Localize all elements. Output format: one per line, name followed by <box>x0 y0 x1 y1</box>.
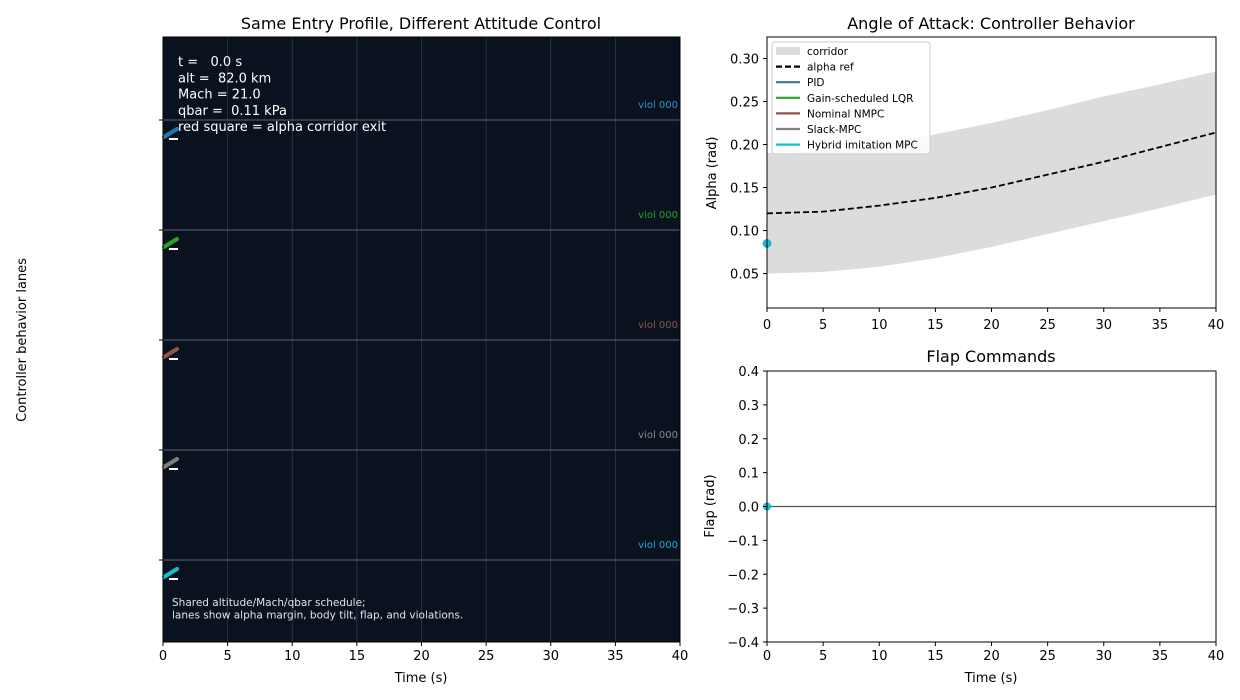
legend-box <box>771 41 931 155</box>
alpha-corridor-band <box>767 71 1216 274</box>
flap-x-tick-label: 5 <box>819 649 827 664</box>
flap-x-tick-label: 40 <box>1208 649 1225 664</box>
legend-label: corridor <box>807 46 849 58</box>
flap-x-tick-label: 15 <box>927 649 944 664</box>
flap-y-tick-label: 0.3 <box>738 399 759 414</box>
legend-label: Slack-MPC <box>807 124 861 136</box>
flap-y-tick-label: 0.1 <box>738 467 759 482</box>
flap-x-tick-label: 0 <box>763 649 771 664</box>
flap-y-tick-label: −0.3 <box>727 602 759 617</box>
flap-x-tick-label: 10 <box>871 649 888 664</box>
alpha-x-tick-label: 20 <box>983 318 1000 333</box>
flap-x-tick-label: 35 <box>1152 649 1169 664</box>
telemetry-line: qbar = 0.11 kPa <box>178 104 287 119</box>
alpha-y-tick-label: 0.25 <box>730 96 759 111</box>
lanes-x-tick-label: 25 <box>478 649 495 664</box>
alpha-y-tick-label: 0.30 <box>730 53 759 68</box>
alpha-x-tick-label: 15 <box>927 318 944 333</box>
lane-glyphs <box>162 127 179 580</box>
alpha-series-line <box>766 131 1217 215</box>
flap-y-tick-label: −0.2 <box>727 568 759 583</box>
alpha-y-label: Alpha (rad) <box>705 137 720 210</box>
lanes-x-tick-label: 30 <box>542 649 559 664</box>
lanes-x-tick-label: 15 <box>349 649 366 664</box>
lane-violation-label: viol 000 <box>638 210 678 221</box>
telemetry-line: alt = 82.0 km <box>178 71 271 86</box>
alpha-x-tick-label: 40 <box>1208 318 1225 333</box>
flap-chart: Flap Commands 0 5 10 15 20 25 30 35 40 −0.4 −0.3 −0… <box>703 347 1224 686</box>
flap-title: Flap Commands <box>926 347 1055 366</box>
flap-x-tick-label: 30 <box>1095 649 1112 664</box>
telemetry-line: red square = alpha corridor exit <box>178 120 386 135</box>
flap-axes: 0 5 10 15 20 25 30 35 40 −0.4 −0.3 −0.2 −0.1 0.0 0.1 0.… <box>727 365 1224 664</box>
lane-attitude-glyph <box>162 457 179 469</box>
flap-plot-area <box>763 502 1216 511</box>
legend-label: PID <box>807 77 825 89</box>
lanes-x-tick-label: 0 <box>159 649 167 664</box>
flap-x-tick-label: 25 <box>1039 649 1056 664</box>
lane-violation-label: viol 000 <box>638 540 678 551</box>
alpha-axes: 0 5 10 15 20 25 30 35 40 0.05 0.10 0.15 0.20 0.25 0.30 <box>730 53 1224 333</box>
lane-violation-label: viol 000 <box>638 320 678 331</box>
flap-y-tick-label: 0.2 <box>738 433 759 448</box>
alpha-y-tick-label: 0.20 <box>730 139 759 154</box>
alpha-y-tick-label: 0.05 <box>730 268 759 283</box>
lanes-x-axis: 0 5 10 15 20 25 30 35 40 <box>159 642 688 664</box>
telemetry-line: Mach = 21.0 <box>178 88 261 103</box>
alpha-title: Angle of Attack: Controller Behavior <box>847 14 1135 33</box>
alpha-x-tick-label: 30 <box>1095 318 1112 333</box>
legend-label: alpha ref <box>807 62 854 74</box>
legend-label: Gain-scheduled LQR <box>807 93 913 105</box>
footnote-line: Shared altitude/Mach/qbar schedule; <box>172 597 366 609</box>
alpha-x-tick-label: 0 <box>763 318 771 333</box>
legend-swatch <box>776 47 800 55</box>
lanes-x-tick-label: 5 <box>223 649 231 664</box>
flap-y-tick-label: 0.0 <box>738 501 759 516</box>
lanes-y-label: Controller behavior lanes <box>15 258 30 422</box>
lane-attitude-glyph <box>162 237 179 249</box>
lanes-panel: Same Entry Profile, Different Attitude C… <box>15 14 688 686</box>
flap-x-label: Time (s) <box>964 671 1018 686</box>
footnote-line: lanes show alpha margin, body tilt, flap… <box>172 610 463 622</box>
lane-separators <box>159 119 680 561</box>
alpha-y-tick-label: 0.10 <box>730 225 759 240</box>
flap-y-label: Flap (rad) <box>703 474 718 537</box>
lanes-x-label: Time (s) <box>394 671 448 686</box>
alpha-x-tick-label: 5 <box>819 318 827 333</box>
lanes-x-tick-label: 40 <box>672 649 689 664</box>
lane-attitude-glyph <box>162 127 179 139</box>
alpha-y-tick-label: 0.15 <box>730 182 759 197</box>
alpha-chart: Angle of Attack: Controller Behavior 0 5 1… <box>705 14 1224 333</box>
lanes-x-tick-label: 10 <box>284 649 301 664</box>
alpha-x-tick-label: 10 <box>871 318 888 333</box>
alpha-x-tick-label: 25 <box>1039 318 1056 333</box>
lane-violation-label: viol 000 <box>638 100 678 111</box>
lane-attitude-glyph <box>162 347 179 359</box>
lane-violation-label: viol 000 <box>638 430 678 441</box>
alpha-x-tick-label: 35 <box>1152 318 1169 333</box>
lanes-x-tick-label: 20 <box>413 649 430 664</box>
lanes-footnote: Shared altitude/Mach/qbar schedule;lanes… <box>172 597 463 622</box>
lane-attitude-glyph <box>162 567 179 579</box>
flap-y-tick-label: −0.1 <box>727 534 759 549</box>
lanes-x-tick-label: 35 <box>607 649 624 664</box>
lane-violation-labels: viol 000 viol 000 viol 000 viol 000 viol 000 <box>638 100 678 551</box>
flap-x-tick-label: 20 <box>983 649 1000 664</box>
legend-label: Hybrid imitation MPC <box>807 140 918 152</box>
flap-y-tick-label: 0.4 <box>738 365 759 380</box>
telemetry-line: t = 0.0 s <box>178 55 242 70</box>
flap-y-tick-label: −0.4 <box>727 636 759 651</box>
lanes-title: Same Entry Profile, Different Attitude C… <box>241 14 601 33</box>
legend-label: Nominal NMPC <box>807 108 884 120</box>
alpha-legend: corridor alpha ref PID Gain-scheduled LQR No… <box>771 41 931 155</box>
